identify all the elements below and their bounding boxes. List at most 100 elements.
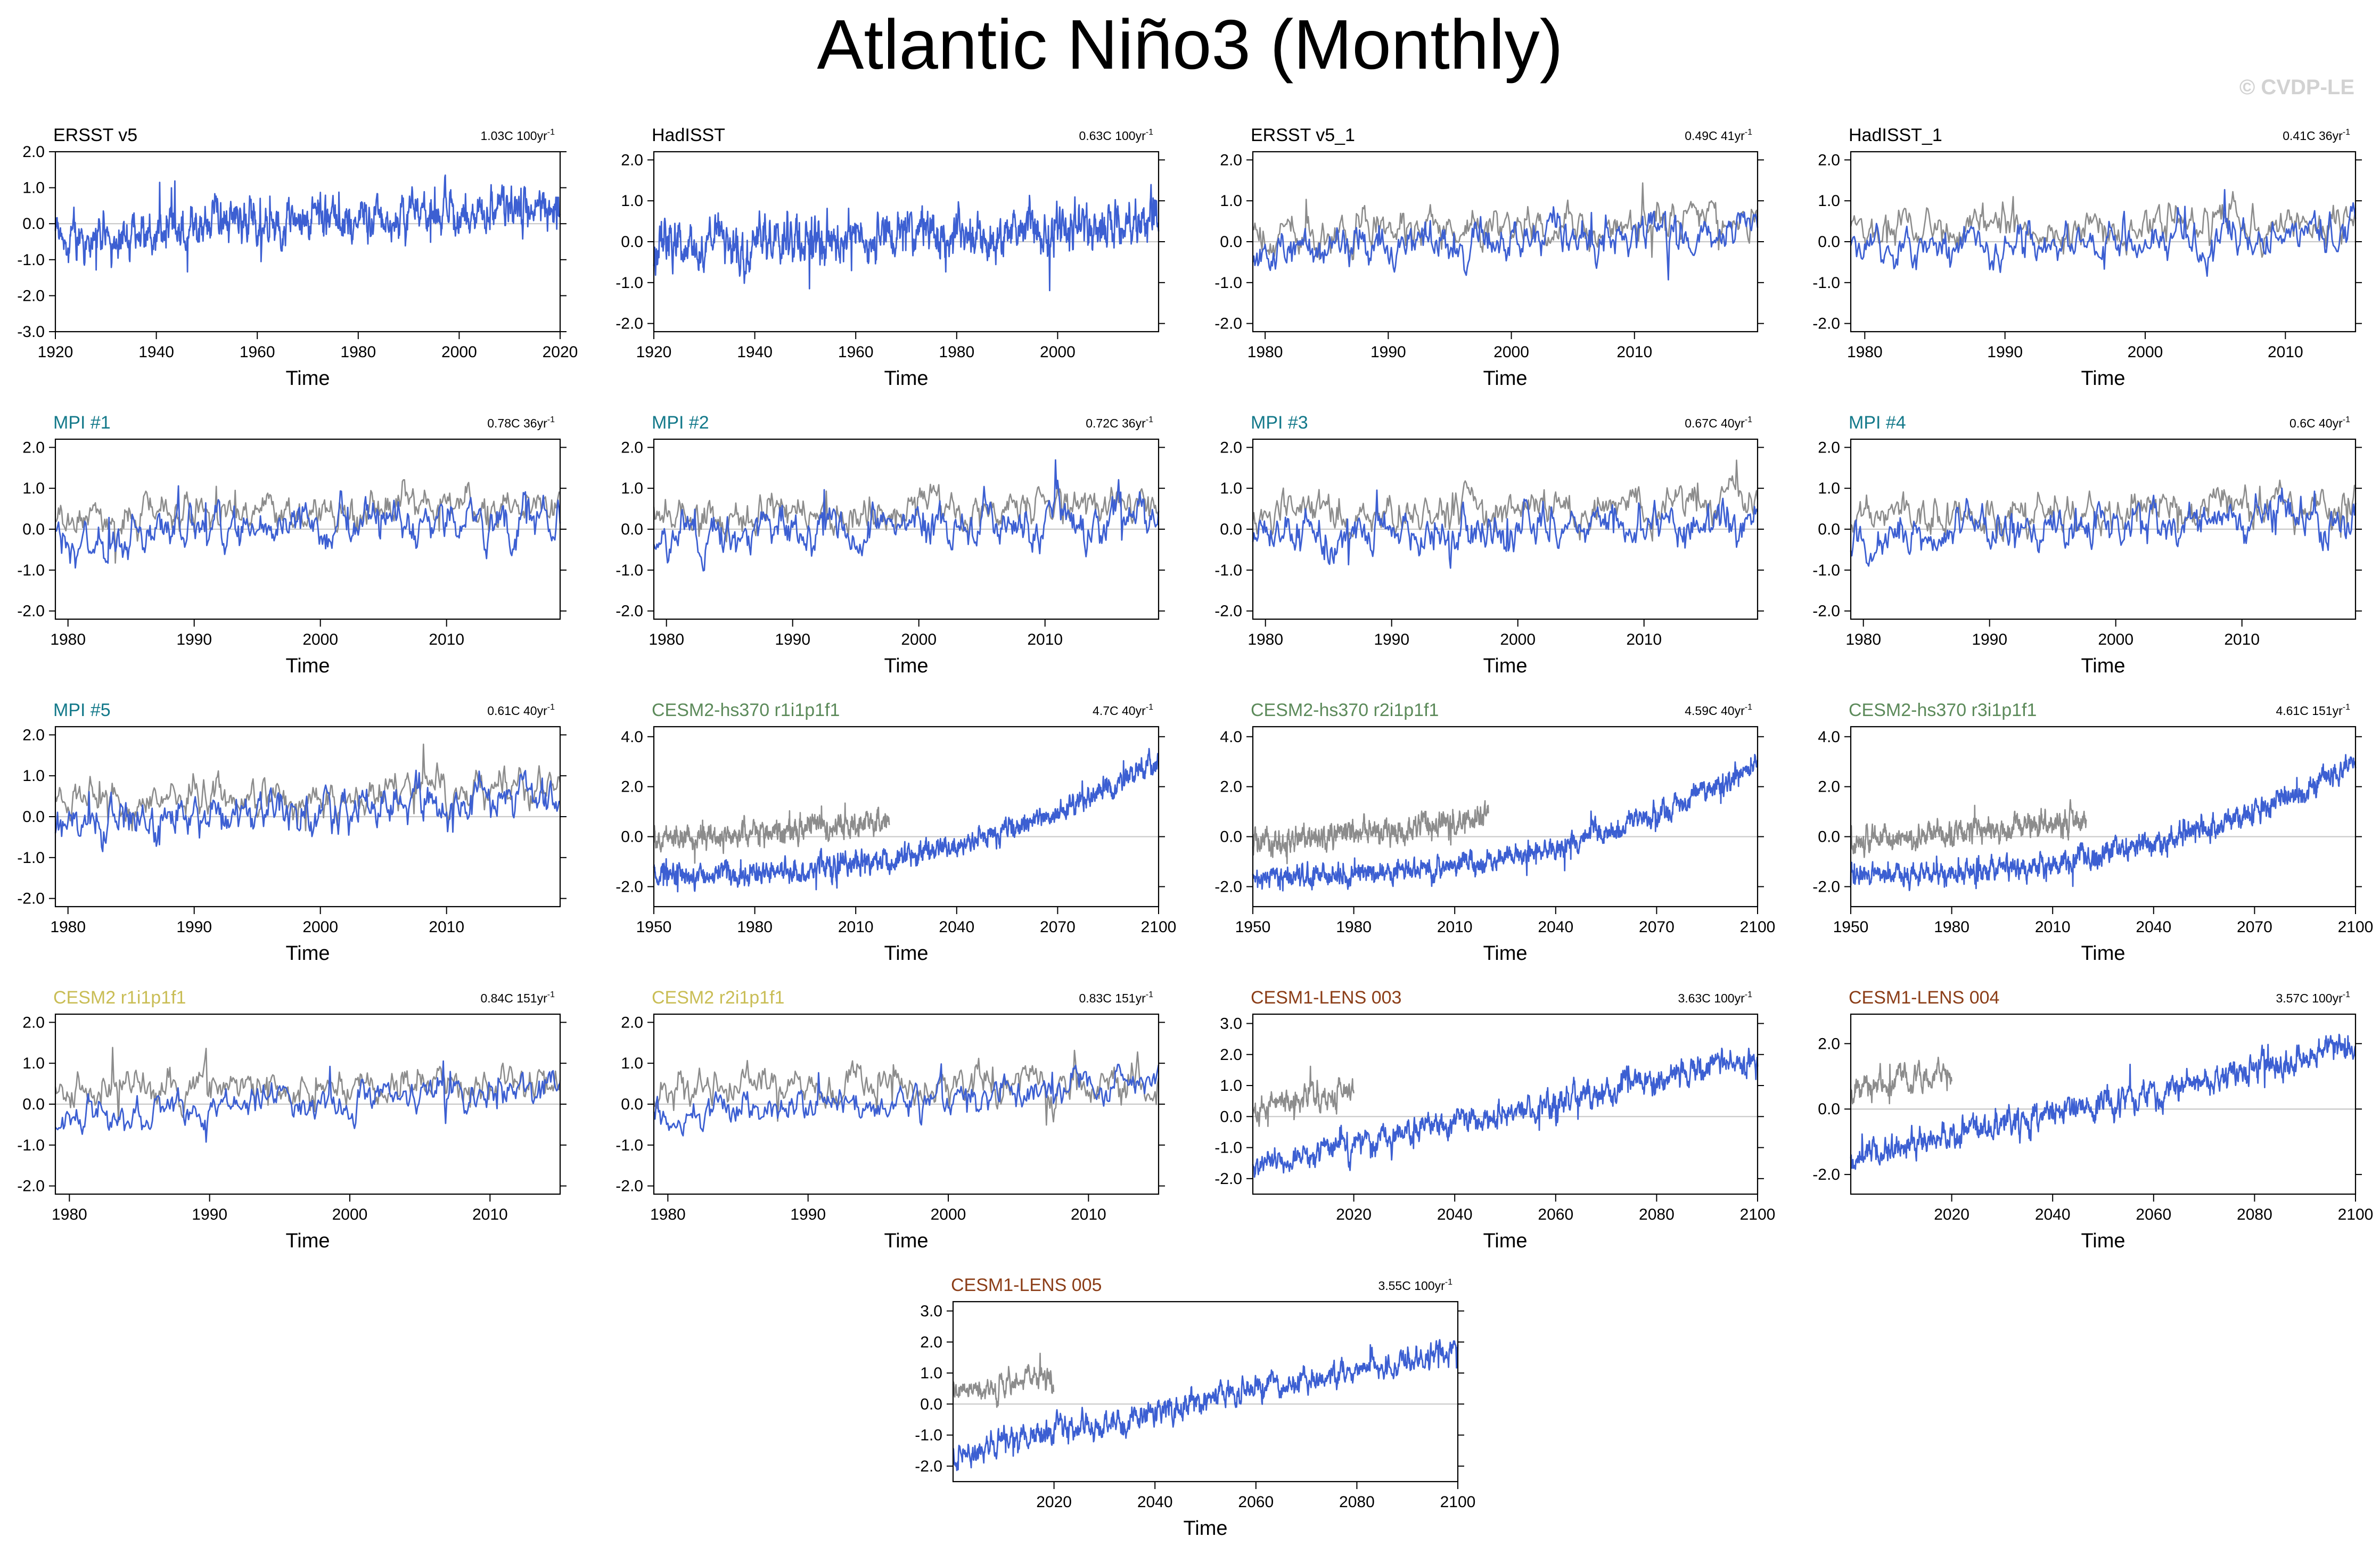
primary-series-line <box>1252 754 1759 892</box>
primary-series-line <box>55 485 561 569</box>
trend-value: 0.61C 40yr <box>487 704 547 718</box>
x-tick-label: 2000 <box>302 918 338 936</box>
trend-value: 4.7C 40yr <box>1093 704 1146 718</box>
y-tick-label: 1.0 <box>22 767 45 785</box>
x-tick-label: 1960 <box>838 343 874 361</box>
x-tick-label: 2080 <box>1339 1493 1375 1511</box>
y-tick-label: 4.0 <box>1818 728 1840 746</box>
x-tick-label: 2000 <box>2128 343 2163 361</box>
x-tick-label: 2100 <box>1440 1493 1476 1511</box>
x-axis-label: Time <box>884 655 928 677</box>
y-tick-label: 2.0 <box>621 151 643 169</box>
chart-panel-9: 2.0 1.0 0.0 -1.0 -2.0 1980 1990 2000 2010 Time MPI… <box>17 700 567 965</box>
plot-frame <box>1252 1013 1759 1195</box>
y-tick-label: 2.0 <box>621 1014 643 1031</box>
primary-series-line <box>1252 206 1759 281</box>
y-tick-label: 0.0 <box>1220 1108 1242 1125</box>
x-tick-label: 1980 <box>1845 631 1881 648</box>
panel-title: ERSST v5_1 <box>1251 125 1355 145</box>
y-tick-label: 2.0 <box>1220 439 1242 456</box>
x-tick-label: 2100 <box>2338 1206 2374 1223</box>
primary-series-line <box>653 747 1160 893</box>
plot-frame <box>1850 726 2357 908</box>
y-tick-label: 1.0 <box>1220 192 1242 210</box>
x-tick-label: 2010 <box>2224 631 2260 648</box>
x-axis-label: Time <box>2081 942 2125 965</box>
x-tick-label: 1980 <box>50 631 86 648</box>
y-tick-label: 1.0 <box>621 1055 643 1072</box>
y-tick-label: 3.0 <box>920 1302 942 1320</box>
x-axis-label: Time <box>884 1230 928 1252</box>
y-tick-label: 2.0 <box>22 143 45 161</box>
primary-series-line <box>54 769 561 852</box>
x-tick-label: 2010 <box>429 918 464 936</box>
x-tick-label: 1990 <box>775 631 810 648</box>
x-tick-label: 2010 <box>1027 631 1063 648</box>
panel-title: CESM2-hs370 r1i1p1f1 <box>652 700 840 720</box>
primary-series-line <box>1850 1033 2357 1170</box>
x-tick-label: 2010 <box>1437 918 1473 936</box>
y-tick-label: -1.0 <box>1812 562 1840 579</box>
chart-panel-4: 2.0 1.0 0.0 -1.0 -2.0 1980 1990 2000 2010 Time Had… <box>1812 125 2362 390</box>
y-tick-label: -2.0 <box>1812 603 1840 620</box>
chart-panel-11: 4.0 2.0 0.0 -2.0 1950 1980 2010 2040 2070 2100 Tim… <box>1214 700 1775 965</box>
reference-series-line <box>1252 459 1759 542</box>
x-tick-label: 1980 <box>1934 918 1969 936</box>
y-tick-label: -2.0 <box>1812 315 1840 333</box>
trend-value: 0.41C 36yr <box>2283 129 2343 143</box>
trend-exponent: -1 <box>1445 1278 1452 1287</box>
y-tick-label: 1.0 <box>22 179 45 197</box>
x-tick-label: 2080 <box>1639 1206 1675 1223</box>
trend-exponent: -1 <box>1745 990 1752 999</box>
y-tick-label: -1.0 <box>17 562 45 579</box>
x-tick-label: 2040 <box>2035 1206 2071 1223</box>
y-tick-label: -2.0 <box>1214 315 1242 333</box>
x-tick-label: 2070 <box>1040 918 1076 936</box>
x-tick-label: 1950 <box>636 918 672 936</box>
panel-title: MPI #5 <box>53 700 111 720</box>
x-tick-label: 1920 <box>636 343 672 361</box>
plot-frame <box>1252 726 1759 908</box>
primary-series-line <box>1252 489 1759 569</box>
y-tick-label: 0.0 <box>1220 233 1242 251</box>
x-tick-label: 2010 <box>2268 343 2303 361</box>
y-tick-label: 4.0 <box>1220 728 1242 746</box>
x-axis-label: Time <box>1483 367 1527 390</box>
chart-panel-13: 2.0 1.0 0.0 -1.0 -2.0 1980 1990 2000 2010 Time CES… <box>17 988 567 1252</box>
y-tick-label: 2.0 <box>920 1334 942 1351</box>
y-tick-label: 0.0 <box>1220 521 1242 538</box>
y-tick-label: -2.0 <box>615 603 643 620</box>
y-tick-label: 3.0 <box>1220 1015 1242 1032</box>
reference-series-line <box>1850 799 2087 858</box>
figure-title: Atlantic Niño3 (Monthly) <box>817 5 1563 84</box>
trend-value: 0.83C 151yr <box>1079 991 1146 1005</box>
y-tick-label: 0.0 <box>1220 828 1242 846</box>
trend-exponent: -1 <box>547 990 555 999</box>
y-tick-label: -2.0 <box>17 1178 45 1195</box>
panel-title: CESM2-hs370 r2i1p1f1 <box>1251 700 1439 720</box>
x-tick-label: 2040 <box>939 918 974 936</box>
y-tick-label: -1.0 <box>1214 274 1242 292</box>
x-tick-label: 1980 <box>650 1206 686 1223</box>
x-tick-label: 2000 <box>1493 343 1529 361</box>
x-tick-label: 2010 <box>1626 631 1662 648</box>
x-tick-label: 2000 <box>302 631 338 648</box>
panel-title: ERSST v5 <box>53 125 137 145</box>
trend-value: 4.59C 40yr <box>1685 704 1745 718</box>
watermark: © CVDP-LE <box>2239 76 2354 99</box>
reference-series-line <box>1850 1056 1952 1105</box>
panel-title: CESM1-LENS 003 <box>1251 988 1401 1008</box>
y-tick-label: 2.0 <box>1818 1035 1840 1053</box>
y-tick-label: 1.0 <box>621 480 643 497</box>
y-tick-label: 2.0 <box>621 778 643 796</box>
primary-series-line <box>1850 189 2357 277</box>
y-tick-label: -2.0 <box>1214 603 1242 620</box>
y-tick-label: -2.0 <box>17 890 45 908</box>
panel-title: HadISST <box>652 125 725 145</box>
panel-title: MPI #2 <box>652 413 709 433</box>
primary-series-line <box>653 1063 1160 1137</box>
x-tick-label: 2100 <box>1740 1206 1776 1223</box>
x-tick-label: 2000 <box>441 343 477 361</box>
x-tick-label: 2080 <box>2237 1206 2272 1223</box>
